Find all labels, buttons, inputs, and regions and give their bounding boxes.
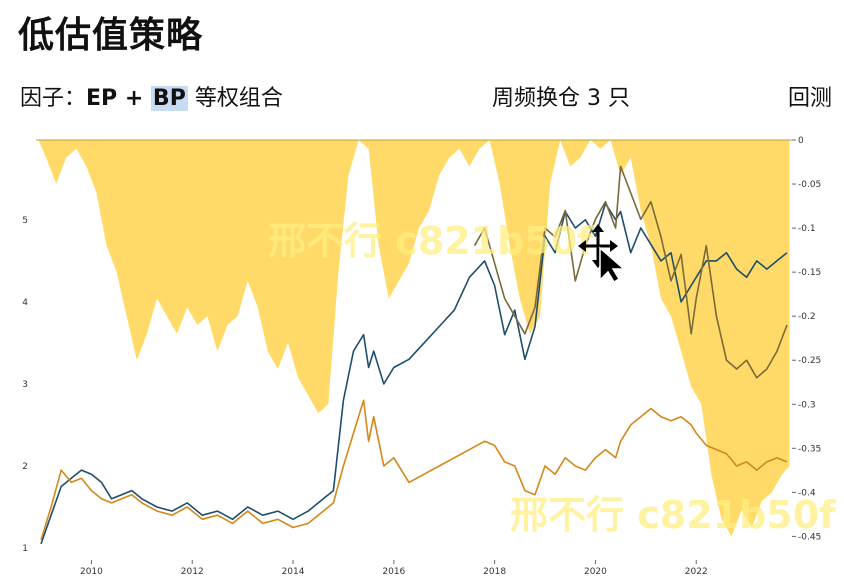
right-tick-label: -0.2 [798, 312, 816, 322]
left-tick-label: 3 [22, 380, 28, 390]
drawdown-area-layer [38, 140, 790, 537]
left-tick-label: 2 [22, 462, 28, 472]
x-tick-label: 2012 [181, 567, 204, 577]
drawdown-area [38, 140, 790, 537]
left-axis-ticks: 1 2 3 4 5 [22, 216, 28, 554]
chart-svg: 1 2 3 4 5 0 -0.05 -0.1 -0.15 -0.2 -0.25 -0.3 -0.35 -… [22, 136, 821, 577]
rebalance-description: 周频换仓 3 只 [492, 86, 630, 111]
right-tick-label: -0.3 [798, 400, 816, 410]
right-tick-label: -0.15 [798, 268, 821, 278]
factor-bp-highlighted: BP [150, 86, 188, 111]
factor-description: 因子：EP + BP 等权组合 [20, 80, 283, 112]
left-tick-label: 1 [22, 544, 28, 554]
factor-ep: EP + [86, 86, 151, 111]
x-tick-label: 2018 [483, 567, 506, 577]
series-line-layer [40, 165, 788, 545]
move-cursor-icon [578, 224, 628, 288]
series-line-benchmark [40, 399, 788, 541]
right-tick-label: -0.05 [798, 180, 821, 190]
left-tick-label: 5 [22, 216, 28, 226]
x-tick-label: 2010 [80, 567, 103, 577]
x-axis-ticks: 2010 2012 2014 2016 2018 2020 2022 [80, 560, 708, 577]
right-tick-label: -0.4 [798, 488, 816, 498]
x-tick-label: 2020 [584, 567, 607, 577]
series-line-strategy [40, 202, 788, 545]
x-tick-label: 2022 [685, 567, 708, 577]
backtest-chart: 1 2 3 4 5 0 -0.05 -0.1 -0.15 -0.2 -0.25 -0.3 -0.35 -… [0, 136, 844, 584]
backtest-description: 回测 [788, 86, 833, 111]
factor-prefix: 因子： [20, 86, 87, 111]
right-tick-label: -0.25 [798, 356, 821, 366]
left-tick-label: 4 [22, 298, 28, 308]
right-tick-label: 0 [798, 136, 804, 146]
right-tick-label: -0.45 [798, 532, 821, 542]
series-line-drawdown-trace [473, 165, 788, 379]
x-tick-label: 2014 [282, 567, 305, 577]
right-tick-label: -0.1 [798, 224, 816, 234]
slide-title: 低估值策略 [18, 15, 204, 56]
right-tick-label: -0.35 [798, 444, 821, 454]
x-tick-label: 2016 [382, 567, 405, 577]
factor-suffix: 等权组合 [187, 86, 283, 111]
right-axis-ticks: 0 -0.05 -0.1 -0.15 -0.2 -0.25 -0.3 -0.35 -0.4 -0.… [792, 136, 821, 542]
